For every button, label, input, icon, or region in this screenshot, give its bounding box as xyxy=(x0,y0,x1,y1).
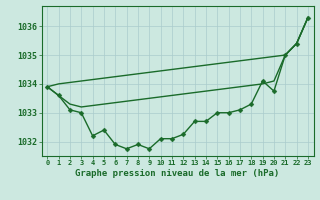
X-axis label: Graphe pression niveau de la mer (hPa): Graphe pression niveau de la mer (hPa) xyxy=(76,169,280,178)
